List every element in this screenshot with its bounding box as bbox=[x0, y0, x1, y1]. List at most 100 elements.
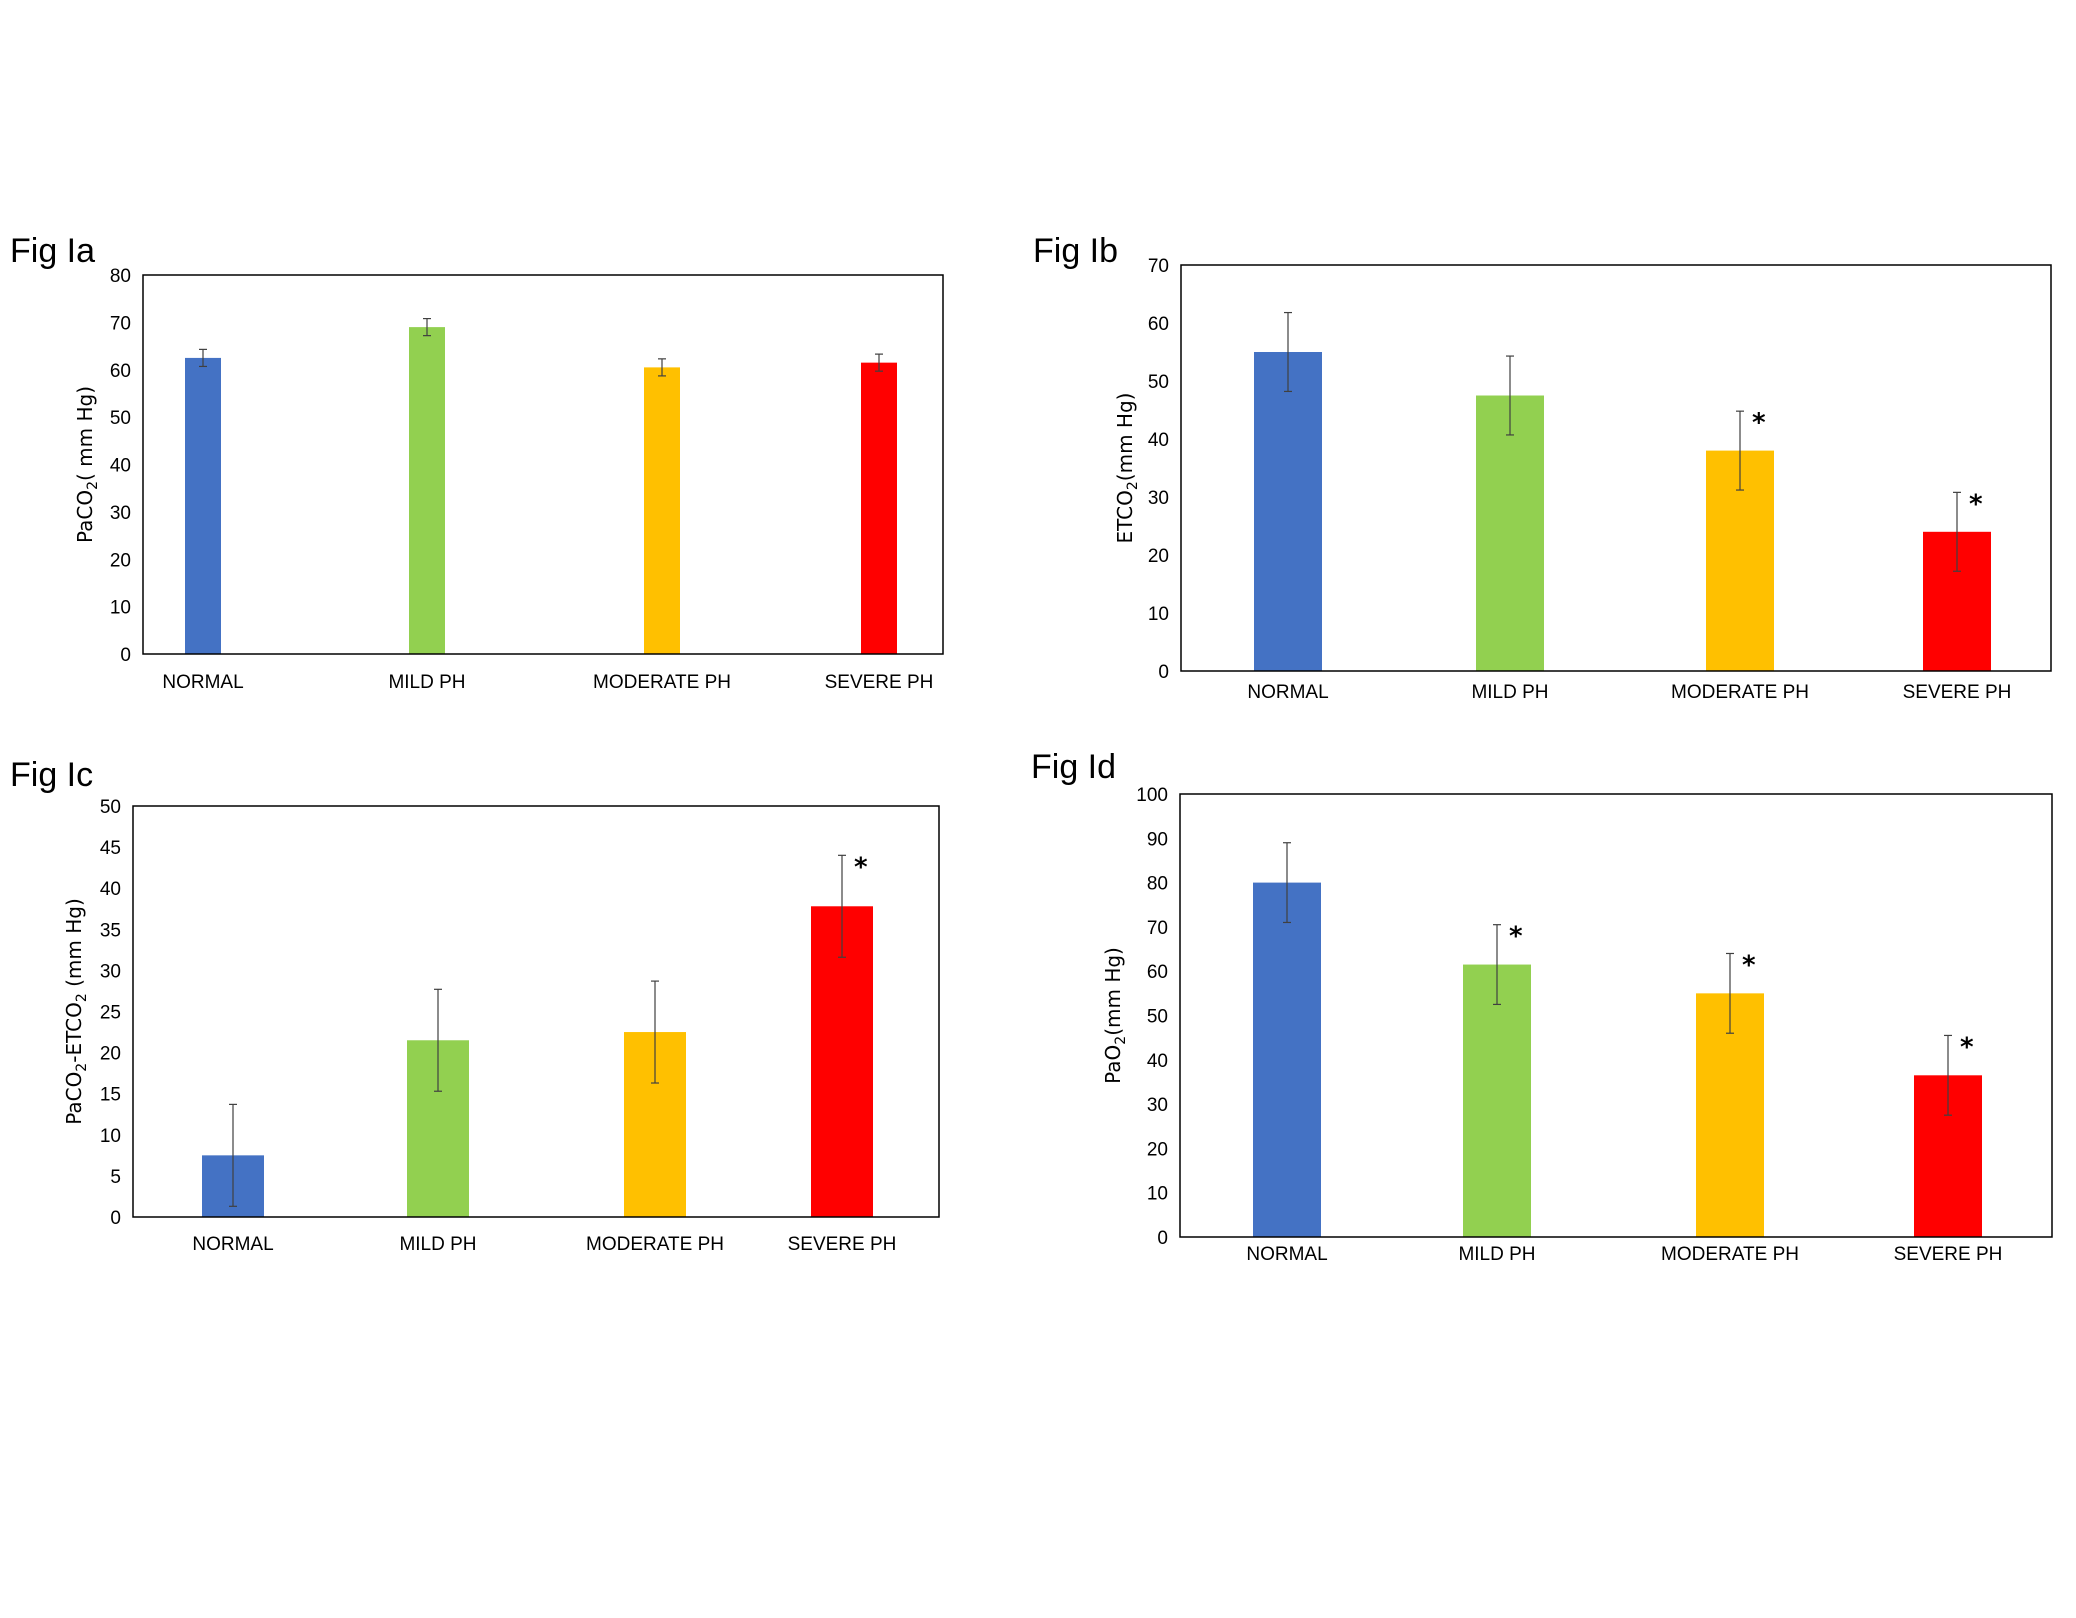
significance-star-d-mild: * bbox=[1509, 922, 1523, 952]
y-axis-label-part: 2 bbox=[85, 481, 101, 490]
chart-panel-b: Fig Ib NORMAL MILD PH * MODERATE PH * SEVERE P… bbox=[1033, 232, 2052, 703]
category-label-b-mild: MILD PH bbox=[1471, 682, 1548, 703]
plot-frame-a bbox=[142, 274, 944, 655]
error-bar-b-mild bbox=[1506, 355, 1514, 436]
y-axis-label-part: (mm Hg) bbox=[1113, 393, 1137, 482]
y-tick-label-b: 20 bbox=[1148, 546, 1169, 567]
y-axis-label-part: 2 bbox=[74, 1063, 90, 1072]
y-axis-label-part: 2 bbox=[1125, 481, 1141, 490]
bar-d-normal bbox=[1253, 882, 1321, 1237]
category-label-d-moderate: MODERATE PH bbox=[1661, 1244, 1799, 1265]
category-label-a-mild: MILD PH bbox=[388, 672, 465, 693]
error-bar-a-normal bbox=[199, 348, 207, 368]
y-tick-label-d: 20 bbox=[1147, 1139, 1168, 1160]
y-tick-label-a: 0 bbox=[120, 645, 131, 666]
y-tick-label-c: 45 bbox=[100, 838, 121, 859]
y-tick-label-c: 35 bbox=[100, 920, 121, 941]
y-axis-label-part: (mm Hg) bbox=[62, 898, 86, 993]
bar-d-moderate bbox=[1696, 993, 1764, 1237]
error-bar-d-mild bbox=[1493, 924, 1501, 1006]
y-tick-label-b: 70 bbox=[1148, 256, 1169, 277]
chart-panel-c: Fig Ic NORMAL MILD PH MODERATE PH * SEVERE PH… bbox=[10, 756, 940, 1255]
y-tick-label-a: 20 bbox=[110, 550, 131, 571]
y-axis-label-part: PaCO bbox=[62, 1072, 86, 1125]
y-tick-label-a: 60 bbox=[110, 361, 131, 382]
error-bar-a-moderate bbox=[658, 358, 666, 377]
category-label-c-moderate: MODERATE PH bbox=[586, 1234, 724, 1255]
error-bar-b-normal bbox=[1284, 311, 1292, 393]
category-label-c-severe: SEVERE PH bbox=[788, 1234, 897, 1255]
bar-a-normal bbox=[185, 357, 221, 654]
category-label-a-severe: SEVERE PH bbox=[825, 672, 934, 693]
y-tick-label-b: 60 bbox=[1148, 314, 1169, 335]
y-tick-label-b: 40 bbox=[1148, 430, 1169, 451]
y-tick-label-a: 30 bbox=[110, 503, 131, 524]
y-tick-label-b: 0 bbox=[1158, 662, 1169, 683]
category-label-b-normal: NORMAL bbox=[1247, 682, 1328, 703]
y-tick-label-a: 70 bbox=[110, 313, 131, 334]
y-tick-label-a: 80 bbox=[110, 266, 131, 287]
significance-star-c-severe: * bbox=[854, 852, 868, 882]
bar-a-mild bbox=[409, 327, 445, 654]
category-label-a-normal: NORMAL bbox=[162, 672, 243, 693]
panel-label-d: Fig Id bbox=[1031, 748, 1116, 786]
category-label-d-normal: NORMAL bbox=[1246, 1244, 1327, 1265]
plot-frame-b bbox=[1180, 264, 2052, 672]
panel-label-a: Fig Ia bbox=[10, 232, 95, 270]
y-tick-label-d: 10 bbox=[1147, 1184, 1168, 1205]
y-axis-label-a: PaCO2( mm Hg) bbox=[73, 386, 101, 543]
bar-d-mild bbox=[1463, 964, 1531, 1237]
panel-label-c: Fig Ic bbox=[10, 756, 93, 794]
y-axis-label-c: PaCO2-ETCO2 (mm Hg) bbox=[62, 898, 90, 1125]
y-tick-label-d: 0 bbox=[1157, 1228, 1168, 1249]
y-tick-label-c: 20 bbox=[100, 1044, 121, 1065]
category-label-d-severe: SEVERE PH bbox=[1894, 1244, 2003, 1265]
y-tick-label-c: 25 bbox=[100, 1003, 121, 1024]
y-tick-label-a: 50 bbox=[110, 408, 131, 429]
y-tick-label-c: 15 bbox=[100, 1085, 121, 1106]
error-bar-c-moderate bbox=[651, 980, 659, 1084]
error-bar-c-severe bbox=[838, 854, 846, 958]
chart-panel-a: Fig Ia NORMAL MILD PH MODERATE PH SEVERE PH 0… bbox=[10, 232, 944, 693]
y-axis-label-part: (mm Hg) bbox=[1101, 947, 1125, 1036]
error-bar-a-mild bbox=[423, 317, 431, 337]
plot-frame-c bbox=[132, 805, 940, 1218]
y-axis-label-d: PaO2(mm Hg) bbox=[1101, 947, 1129, 1084]
significance-star-d-moderate: * bbox=[1742, 950, 1756, 980]
y-tick-label-b: 50 bbox=[1148, 372, 1169, 393]
bar-c-severe bbox=[811, 906, 873, 1217]
y-axis-label-part: ETCO bbox=[1113, 490, 1137, 543]
y-tick-label-d: 70 bbox=[1147, 918, 1168, 939]
error-bar-b-moderate bbox=[1736, 410, 1744, 491]
bar-a-moderate bbox=[644, 367, 680, 654]
y-tick-label-d: 80 bbox=[1147, 874, 1168, 895]
y-tick-label-c: 0 bbox=[110, 1208, 121, 1229]
y-tick-label-a: 40 bbox=[110, 456, 131, 477]
error-bar-d-normal bbox=[1283, 842, 1291, 924]
y-tick-label-b: 10 bbox=[1148, 604, 1169, 625]
y-tick-label-c: 30 bbox=[100, 961, 121, 982]
y-tick-label-d: 90 bbox=[1147, 829, 1168, 850]
plot-frame-d bbox=[1179, 793, 2053, 1238]
y-tick-label-c: 40 bbox=[100, 879, 121, 900]
category-label-c-mild: MILD PH bbox=[399, 1234, 476, 1255]
y-tick-label-d: 100 bbox=[1136, 785, 1168, 806]
y-axis-label-b: ETCO2(mm Hg) bbox=[1113, 393, 1141, 544]
category-label-d-mild: MILD PH bbox=[1458, 1244, 1535, 1265]
error-bar-d-severe bbox=[1944, 1034, 1952, 1116]
y-axis-label-part: -ETCO bbox=[62, 1002, 86, 1063]
y-tick-label-d: 30 bbox=[1147, 1095, 1168, 1116]
y-tick-label-c: 50 bbox=[100, 797, 121, 818]
error-bar-c-mild bbox=[434, 988, 442, 1092]
y-axis-label-part: 2 bbox=[1113, 1036, 1129, 1045]
bar-b-mild bbox=[1476, 395, 1544, 671]
significance-star-b-severe: * bbox=[1969, 489, 1983, 519]
significance-star-b-moderate: * bbox=[1752, 408, 1766, 438]
bar-b-normal bbox=[1254, 352, 1322, 671]
panel-label-b: Fig Ib bbox=[1033, 232, 1118, 270]
y-tick-label-c: 5 bbox=[110, 1167, 121, 1188]
y-tick-label-d: 50 bbox=[1147, 1007, 1168, 1028]
category-label-a-moderate: MODERATE PH bbox=[593, 672, 731, 693]
y-axis-label-part: PaO bbox=[1101, 1045, 1125, 1084]
